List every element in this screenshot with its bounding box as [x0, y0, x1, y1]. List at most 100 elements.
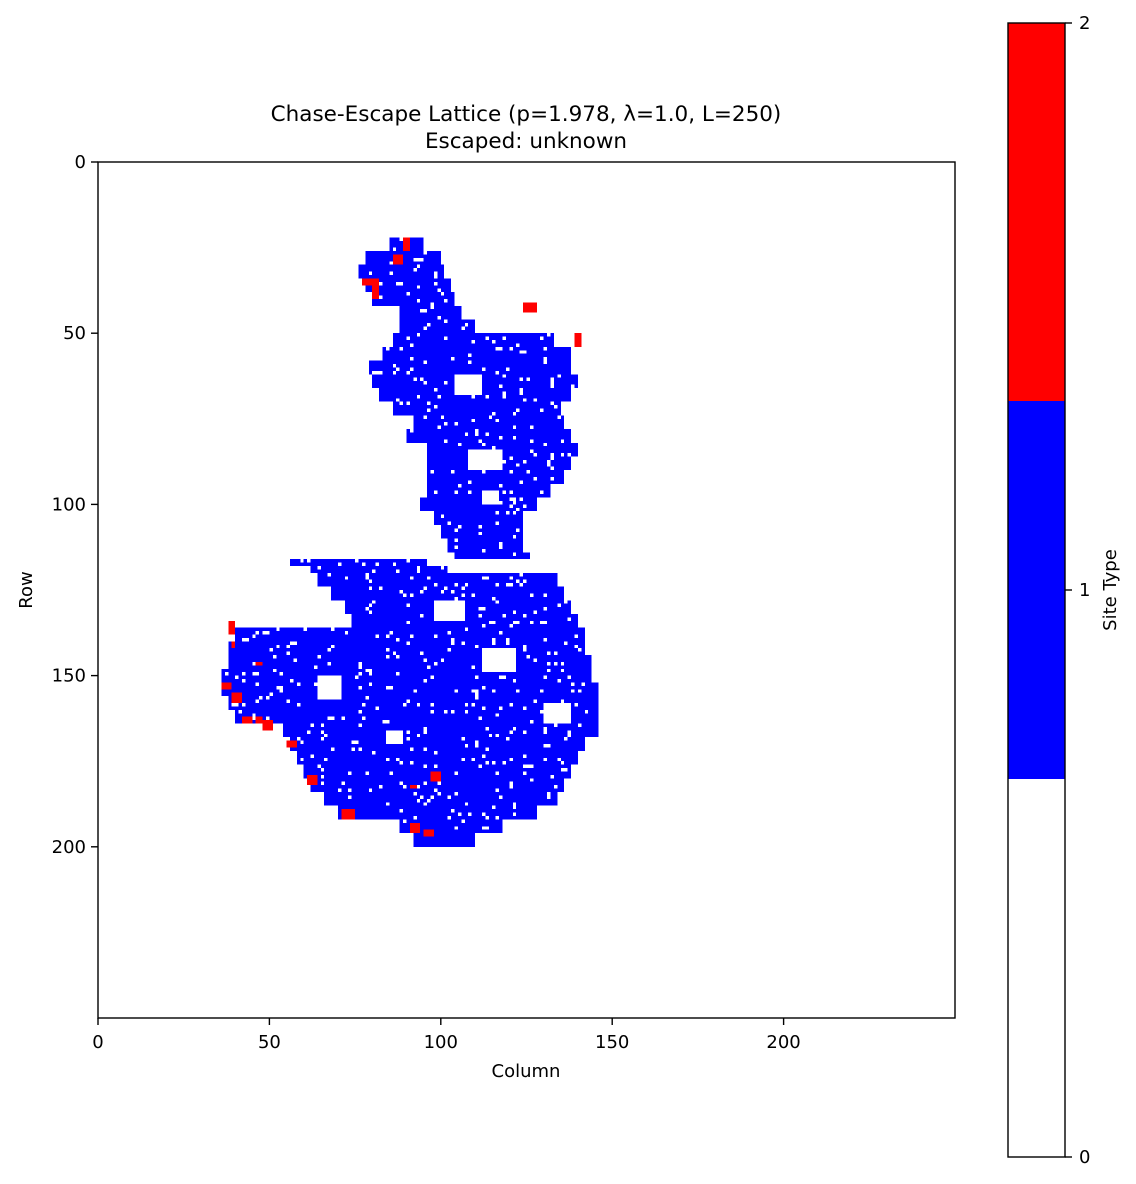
empty-site [509, 576, 513, 580]
empty-site [581, 682, 585, 686]
empty-site [348, 771, 352, 775]
empty-site [509, 456, 513, 460]
y-tick-label: 150 [52, 666, 86, 687]
empty-site [430, 675, 434, 680]
y-axis: 0 50 100 150 200 [52, 152, 98, 858]
empty-site [461, 819, 465, 823]
empty-site [276, 644, 280, 649]
empty-site [348, 788, 352, 793]
empty-site [478, 607, 482, 611]
empty-site [492, 761, 496, 765]
empty-site [499, 648, 503, 652]
cluster-row [447, 538, 524, 553]
empty-site [416, 702, 421, 707]
empty-site [289, 679, 294, 683]
empty-site [344, 631, 349, 635]
empty-site [499, 706, 503, 710]
empty-site [461, 559, 465, 563]
empty-site [416, 733, 421, 738]
empty-site [481, 624, 486, 628]
empty-site [553, 661, 558, 666]
empty-site [560, 709, 565, 714]
empty-site [413, 268, 417, 272]
empty-site [396, 569, 400, 573]
empty-site [457, 812, 462, 816]
red-site [392, 254, 404, 265]
empty-site [276, 685, 280, 690]
empty-site [385, 757, 390, 762]
empty-site [327, 648, 332, 652]
empty-site [423, 309, 428, 313]
empty-site [509, 504, 513, 508]
empty-site [368, 610, 373, 614]
empty-site [471, 689, 476, 693]
empty-site [300, 757, 304, 762]
empty-site [495, 583, 500, 587]
empty-site [413, 377, 417, 382]
red-site [372, 285, 380, 299]
empty-site [577, 723, 582, 727]
red-site [430, 771, 441, 782]
empty-site [529, 425, 534, 430]
cluster-row [368, 360, 572, 375]
empty-site [547, 744, 551, 748]
empty-site [471, 418, 476, 423]
red-site [409, 822, 421, 834]
empty-site [547, 792, 551, 796]
empty-site [396, 398, 400, 402]
empty-site [478, 524, 482, 529]
empty-site [454, 792, 458, 796]
empty-site [317, 566, 321, 570]
empty-site [478, 439, 482, 443]
empty-site [310, 723, 314, 727]
empty-site [396, 637, 400, 642]
empty-site [547, 333, 551, 337]
red-site [423, 829, 434, 837]
empty-site [420, 795, 424, 799]
empty-site [385, 648, 390, 652]
empty-site [307, 730, 311, 734]
empty-site [399, 401, 404, 406]
empty-site [485, 336, 489, 341]
empty-site [300, 559, 304, 563]
empty-site [481, 576, 486, 580]
empty-site [406, 603, 410, 608]
empty-site [512, 726, 517, 731]
empty-site [502, 374, 506, 378]
empty-site [444, 586, 448, 590]
empty-site [481, 470, 486, 474]
empty-site [451, 809, 455, 813]
cluster-row [296, 750, 578, 765]
empty-site [478, 764, 482, 769]
cluster-row [420, 497, 537, 512]
empty-site [557, 374, 561, 378]
empty-site [457, 524, 462, 529]
empty-site [423, 802, 428, 806]
empty-site [423, 251, 428, 255]
empty-site [454, 689, 458, 693]
empty-site [495, 418, 500, 423]
empty-site [495, 521, 500, 525]
empty-site [392, 370, 397, 375]
empty-site [547, 713, 551, 717]
empty-site [567, 709, 572, 714]
empty-site [420, 651, 424, 656]
empty-site [358, 685, 362, 690]
empty-site [423, 730, 428, 734]
empty-site [502, 761, 506, 765]
empty-site [409, 429, 414, 433]
empty-site [540, 709, 544, 714]
empty-site [358, 747, 362, 751]
empty-site [409, 367, 414, 371]
empty-site [279, 672, 284, 676]
empty-site [331, 644, 335, 649]
colorbar-tick-label: 0 [1079, 1147, 1090, 1168]
empty-site [564, 600, 568, 604]
empty-site [241, 679, 246, 683]
empty-site [529, 593, 534, 597]
empty-site [265, 631, 270, 635]
empty-site [543, 757, 548, 762]
empty-site [389, 771, 393, 775]
empty-site [399, 346, 404, 351]
empty-site [543, 726, 548, 731]
